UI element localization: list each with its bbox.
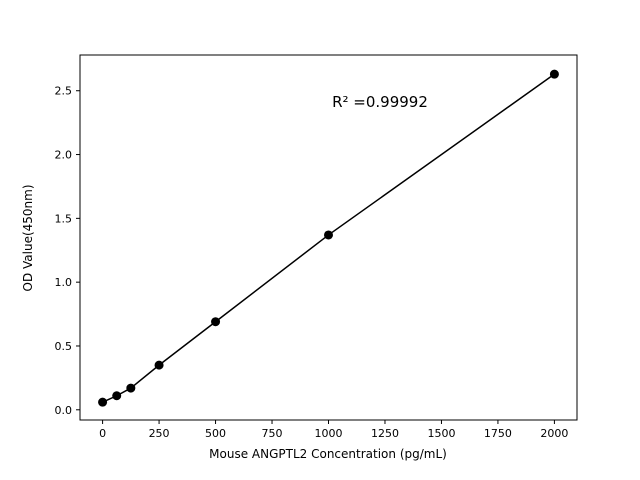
y-tick-label: 0.5 bbox=[55, 340, 73, 353]
x-tick-label: 250 bbox=[149, 427, 170, 440]
x-tick-label: 1250 bbox=[371, 427, 399, 440]
data-point bbox=[98, 397, 108, 407]
y-axis-label: OD Value(450nm) bbox=[21, 184, 35, 291]
y-tick-label: 0.0 bbox=[55, 404, 73, 417]
data-point bbox=[549, 69, 559, 79]
x-tick-label: 500 bbox=[205, 427, 226, 440]
plot-area: 0 250 500 750 1000 1250 1500 1750 2000 0.0 0.5 1.0 1… bbox=[55, 54, 578, 440]
y-tick-label: 2.5 bbox=[55, 85, 73, 98]
data-point bbox=[211, 317, 221, 327]
x-tick-label: 750 bbox=[262, 427, 283, 440]
y-tick-label: 2.0 bbox=[55, 149, 73, 162]
data-point bbox=[154, 360, 164, 370]
data-point bbox=[126, 383, 136, 393]
y-tick-label: 1.0 bbox=[55, 276, 73, 289]
x-tick-label: 1000 bbox=[315, 427, 343, 440]
x-tick-label: 1750 bbox=[484, 427, 512, 440]
y-tick-label: 1.5 bbox=[55, 212, 73, 225]
data-point bbox=[112, 391, 122, 401]
x-tick-label: 0 bbox=[99, 427, 106, 440]
r-squared-annotation: R² =0.99992 bbox=[332, 93, 428, 111]
x-tick-label: 1500 bbox=[427, 427, 455, 440]
x-tick-label: 2000 bbox=[540, 427, 568, 440]
data-point bbox=[324, 230, 333, 240]
x-axis-label: Mouse ANGPTL2 Concentration (pg/mL) bbox=[209, 447, 447, 461]
